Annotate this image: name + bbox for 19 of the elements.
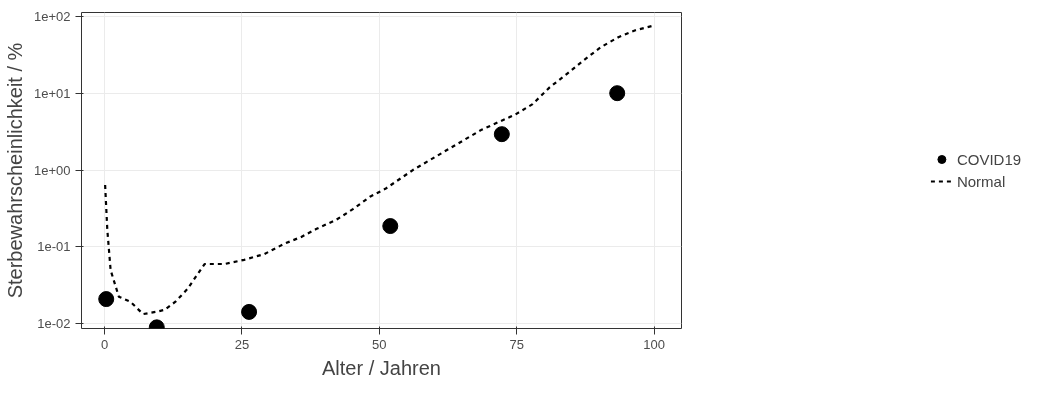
legend-label: Normal — [956, 172, 1006, 190]
y-tick-label: 1e+02 — [33, 8, 71, 24]
y-axis-title: Sterbewahrscheinlichkeit / % — [3, 42, 26, 299]
x-tick-label: 75 — [509, 336, 524, 352]
point — [241, 303, 258, 320]
x-tick-label: 100 — [643, 336, 665, 352]
x-tick-label: 50 — [372, 336, 387, 352]
point — [382, 218, 399, 235]
y-tick-label: 1e+01 — [33, 85, 71, 101]
legend-label: COVID19 — [956, 150, 1022, 168]
point — [609, 85, 626, 102]
x-tick-label: 25 — [234, 336, 250, 352]
point — [98, 291, 115, 308]
y-tick-label: 1e-01 — [37, 239, 71, 255]
x-axis-title: Alter / Jahren — [322, 356, 441, 379]
y-tick-label: 1e+00 — [33, 162, 71, 178]
y-tick-label: 1e-02 — [37, 316, 71, 332]
x-tick-label: 0 — [100, 336, 109, 352]
point — [493, 126, 510, 143]
